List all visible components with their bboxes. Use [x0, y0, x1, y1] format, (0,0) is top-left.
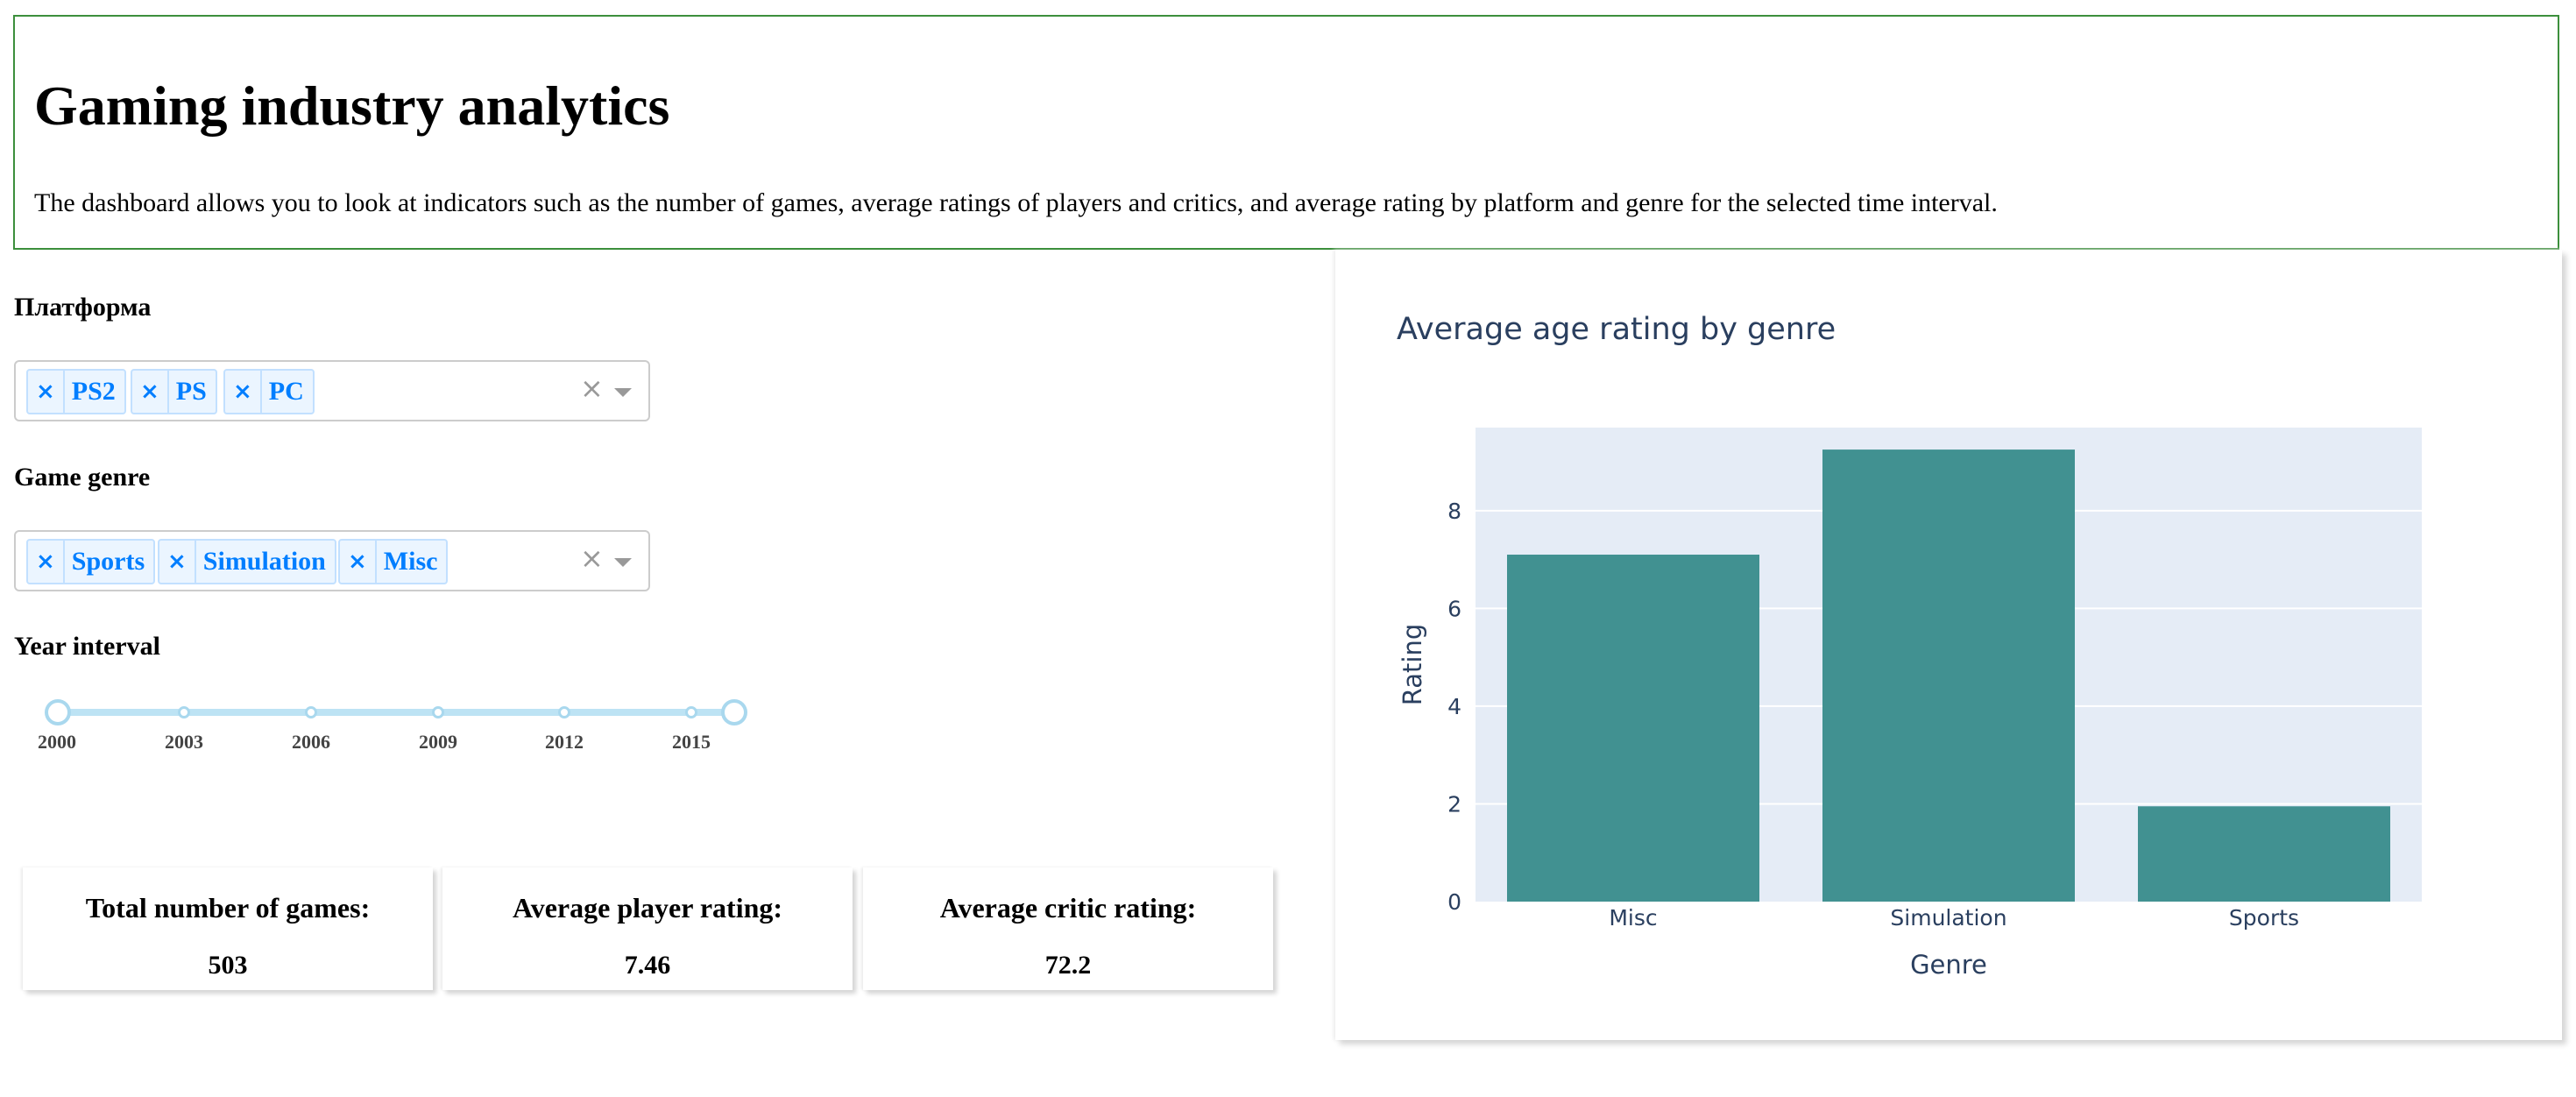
- slider-tick-label: 2012: [545, 731, 584, 753]
- kpi-title: Total number of games:: [85, 892, 371, 924]
- x-axis-title: Genre: [1910, 950, 1987, 980]
- slider-handle-start[interactable]: [45, 699, 71, 725]
- slider-tick-label: 2003: [165, 731, 203, 753]
- header-panel: Gaming industry analytics The dashboard …: [13, 15, 2559, 250]
- close-icon[interactable]: ×: [132, 371, 169, 413]
- bar: [1507, 555, 1759, 902]
- close-icon[interactable]: ×: [225, 371, 262, 413]
- platform-tag-label: PC: [268, 377, 304, 406]
- kpi-title: Average critic rating:: [939, 892, 1197, 924]
- close-icon[interactable]: ×: [28, 371, 65, 413]
- platform-label: Платформа: [14, 293, 152, 322]
- kpi-card-total-games: Total number of games: 503: [23, 867, 433, 990]
- slider-mark-dot[interactable]: [432, 706, 444, 718]
- y-tick-label: 8: [1447, 499, 1461, 524]
- kpi-value: 72.2: [1044, 951, 1092, 980]
- page-title: Gaming industry analytics: [34, 74, 670, 137]
- bar: [1822, 449, 2075, 902]
- kpi-value: 503: [208, 951, 248, 980]
- genre-dropdown[interactable]: × Sports × Simulation × Misc ×: [14, 530, 650, 591]
- genre-tag-label: Sports: [71, 547, 145, 576]
- slider-mark-dot[interactable]: [685, 706, 697, 718]
- slider-mark-dot[interactable]: [305, 706, 317, 718]
- slider-tick-label: 2006: [292, 731, 330, 753]
- year-label: Year interval: [14, 632, 160, 661]
- close-icon[interactable]: ×: [159, 541, 196, 583]
- y-tick-label: 0: [1447, 889, 1461, 915]
- genre-label: Game genre: [14, 463, 151, 492]
- platform-tag: × PS2: [26, 369, 126, 414]
- x-tick-label: Misc: [1609, 905, 1657, 931]
- slider-mark-dot[interactable]: [178, 706, 190, 718]
- platform-tag: × PC: [223, 369, 315, 414]
- chevron-down-icon[interactable]: [614, 388, 632, 397]
- clear-icon[interactable]: ×: [580, 372, 604, 405]
- clear-icon[interactable]: ×: [580, 541, 604, 575]
- slider-tick-label: 2000: [38, 731, 76, 753]
- slider-track[interactable]: [57, 709, 733, 716]
- y-axis-title: Rating: [1398, 624, 1427, 706]
- x-tick-label: Simulation: [1890, 905, 2006, 931]
- slider-tick-label: 2015: [672, 731, 711, 753]
- platform-dropdown[interactable]: × PS2 × PS × PC ×: [14, 360, 650, 421]
- kpi-card-critic-rating: Average critic rating: 72.2: [863, 867, 1273, 990]
- close-icon[interactable]: ×: [340, 541, 377, 583]
- y-tick-label: 2: [1447, 791, 1461, 817]
- slider-tick-label: 2009: [419, 731, 457, 753]
- genre-tag-label: Simulation: [202, 547, 326, 576]
- genre-rating-bar-chart: Average age rating by genre 0 2 4 6 8 Misc Simu…: [1397, 312, 2422, 980]
- platform-tag: × PS: [131, 369, 217, 414]
- genre-tag: × Misc: [338, 539, 449, 584]
- page-description: The dashboard allows you to look at indi…: [34, 188, 1998, 217]
- kpi-card-player-rating: Average player rating: 7.46: [442, 867, 853, 990]
- platform-tag-label: PS2: [71, 377, 116, 406]
- slider-mark-dot[interactable]: [558, 706, 570, 718]
- chart-title: Average age rating by genre: [1397, 312, 1836, 347]
- chevron-down-icon[interactable]: [614, 558, 632, 567]
- genre-tag: × Sports: [26, 539, 156, 584]
- kpi-value: 7.46: [624, 951, 671, 980]
- close-icon[interactable]: ×: [28, 541, 65, 583]
- genre-tag: × Simulation: [158, 539, 336, 584]
- y-tick-label: 6: [1447, 596, 1461, 621]
- kpi-title: Average player rating:: [512, 892, 783, 924]
- y-tick-label: 4: [1447, 694, 1461, 719]
- genre-rating-chart-card: Average age rating by genre 0 2 4 6 8 Misc Simu…: [1335, 250, 2562, 1040]
- bar: [2138, 806, 2390, 902]
- platform-tag-label: PS: [175, 377, 207, 406]
- genre-tag-label: Misc: [383, 547, 438, 576]
- x-tick-label: Sports: [2229, 905, 2299, 931]
- slider-handle-end[interactable]: [721, 699, 747, 725]
